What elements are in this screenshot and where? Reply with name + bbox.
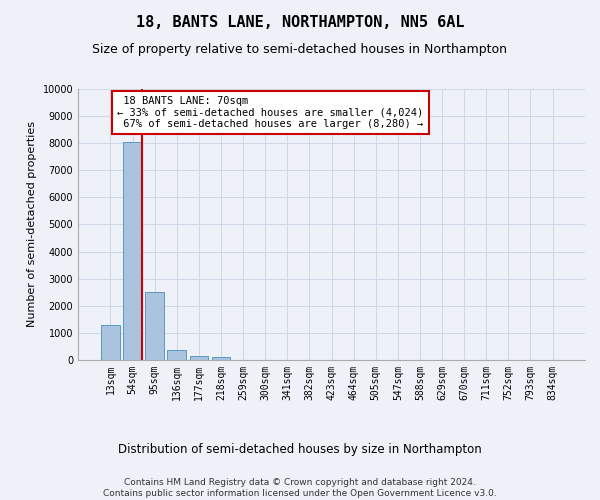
Text: 18 BANTS LANE: 70sqm
← 33% of semi-detached houses are smaller (4,024)
 67% of s: 18 BANTS LANE: 70sqm ← 33% of semi-detac… bbox=[117, 96, 424, 129]
Text: Size of property relative to semi-detached houses in Northampton: Size of property relative to semi-detach… bbox=[92, 42, 508, 56]
Bar bbox=[123, 142, 142, 360]
Bar bbox=[190, 356, 208, 360]
Text: Distribution of semi-detached houses by size in Northampton: Distribution of semi-detached houses by … bbox=[118, 442, 482, 456]
Bar bbox=[212, 357, 230, 360]
Bar bbox=[101, 324, 120, 360]
Text: 18, BANTS LANE, NORTHAMPTON, NN5 6AL: 18, BANTS LANE, NORTHAMPTON, NN5 6AL bbox=[136, 15, 464, 30]
Text: Contains HM Land Registry data © Crown copyright and database right 2024.
Contai: Contains HM Land Registry data © Crown c… bbox=[103, 478, 497, 498]
Y-axis label: Number of semi-detached properties: Number of semi-detached properties bbox=[27, 122, 37, 328]
Bar bbox=[167, 350, 186, 360]
Bar bbox=[145, 292, 164, 360]
